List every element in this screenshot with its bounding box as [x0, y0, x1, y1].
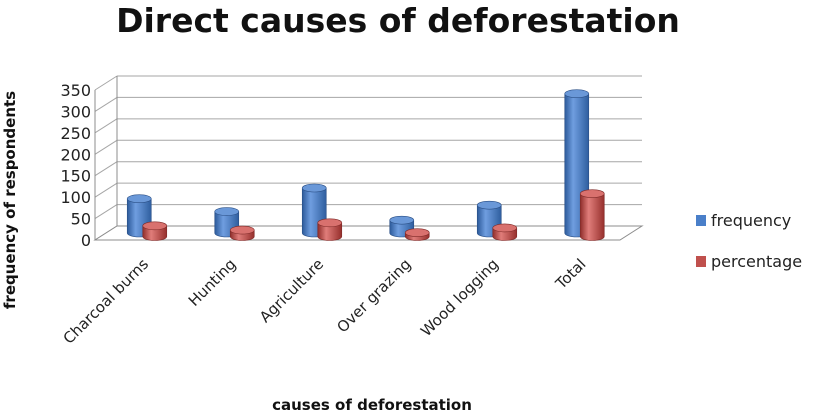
bar-top: [301, 183, 327, 193]
bar-body: [579, 193, 605, 241]
gridline-side: [94, 97, 118, 112]
bar-top: [564, 89, 590, 99]
y-tick-label: 200: [60, 145, 91, 164]
category-label: Agriculture: [256, 255, 327, 326]
bar-top: [476, 200, 502, 210]
gridline-side: [94, 139, 118, 155]
y-tick-labels: 0 50 100 150 200 250 300 350: [60, 81, 91, 250]
gridlines: [94, 75, 642, 241]
y-tick-label: 50: [71, 210, 91, 229]
legend-swatch-percentage: [696, 256, 706, 267]
gridline-side: [94, 204, 118, 219]
bar-top: [404, 228, 430, 237]
chart-title: Direct causes of deforestation: [116, 1, 680, 40]
legend: frequency percentage: [696, 211, 802, 271]
chart-walls: [93, 76, 644, 241]
gridline-side: [94, 118, 118, 134]
category-label: Hunting: [185, 255, 240, 310]
y-tick-label: 350: [60, 81, 91, 100]
legend-label-frequency: frequency: [711, 211, 791, 230]
y-tick-label: 0: [81, 231, 91, 250]
category-label: Wood logging: [417, 255, 502, 340]
bar-percentage: [579, 189, 605, 241]
gridline-side: [94, 161, 118, 177]
bar-top: [142, 221, 168, 231]
y-tick-label: 150: [60, 167, 91, 186]
bar-top: [229, 225, 255, 235]
y-tick-label: 100: [60, 188, 91, 207]
bar-percentage: [492, 223, 518, 241]
bar-percentage: [142, 221, 168, 241]
bar-percentage: [317, 218, 343, 241]
bar-top: [492, 223, 518, 233]
bar-top: [126, 194, 152, 204]
bar-body: [317, 222, 343, 241]
y-tick-label: 250: [60, 124, 91, 143]
legend-swatch-frequency: [696, 215, 706, 226]
y-tick-label: 300: [60, 102, 91, 121]
category-label: Charcoal burns: [60, 255, 153, 348]
gridline-side: [94, 75, 118, 91]
bar-top: [579, 189, 605, 198]
legend-label-percentage: percentage: [711, 252, 802, 271]
category-label: Total: [551, 255, 589, 293]
bar-percentage: [229, 225, 255, 241]
bar-top: [389, 215, 415, 225]
category-labels: Charcoal burns Hunting Agriculture Over gra…: [60, 255, 590, 348]
category-label: Over grazing: [333, 255, 414, 336]
bar-percentage: [404, 228, 430, 241]
bar-top: [214, 207, 240, 216]
x-axis-title: causes of deforestation: [272, 396, 472, 414]
bars: [126, 89, 605, 241]
y-axis-title: frequency of respondents: [1, 91, 19, 309]
floor: [93, 225, 644, 241]
gridline-side: [94, 182, 118, 198]
bar-top: [317, 218, 343, 228]
